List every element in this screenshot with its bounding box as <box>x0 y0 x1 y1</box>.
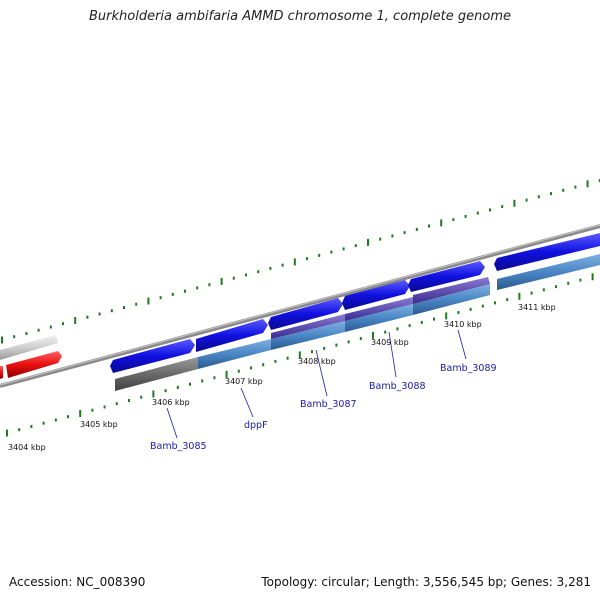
cds-gray-1 <box>115 357 198 391</box>
backbone-line-highlight <box>0 224 600 386</box>
kbp-label-3411: 3411 kbp <box>518 303 556 312</box>
kbp-label-3406: 3406 kbp <box>152 398 190 407</box>
gene-red-edge <box>0 366 3 379</box>
gene-blue-3 <box>268 298 343 330</box>
cds-light-2 <box>271 321 345 350</box>
gene-blue-4 <box>342 280 410 310</box>
kbp-label-3404: 3404 kbp <box>8 443 46 452</box>
cds-light-4 <box>413 284 490 315</box>
kbp-label-3410: 3410 kbp <box>444 320 482 329</box>
gene-label-leaders <box>166 329 467 439</box>
cds-light-3 <box>345 304 413 332</box>
gene-red-left <box>6 351 62 378</box>
cds-purple-2 <box>345 297 413 321</box>
gene-blue-6 <box>494 233 600 271</box>
map-title: Burkholderia ambifaria AMMD chromosome 1… <box>88 9 512 24</box>
cds-light-1 <box>198 339 271 369</box>
kbp-label-3408: 3408 kbp <box>298 357 336 366</box>
kbp-label-3405: 3405 kbp <box>80 420 118 429</box>
gene-label-bamb-3089[interactable]: Bamb_3089 <box>440 363 497 374</box>
gene-silver-left <box>0 335 58 360</box>
gene-label-bamb-3087[interactable]: Bamb_3087 <box>300 399 357 410</box>
gene-blue-1 <box>110 339 195 373</box>
gene-label-bamb-3088[interactable]: Bamb_3088 <box>369 381 426 392</box>
gene-blue-2 <box>196 319 268 352</box>
cds-light-5 <box>497 254 600 290</box>
outer-ruler-ticks <box>1 179 600 344</box>
cds-purple-3 <box>413 277 490 304</box>
backbone-line <box>0 224 600 388</box>
gene-label-dppf[interactable]: dppF <box>244 420 268 431</box>
gene-blue-5 <box>408 261 485 292</box>
cds-purple-1 <box>271 314 345 339</box>
kbp-label-3409: 3409 kbp <box>371 338 409 347</box>
genome-summary-text: Topology: circular; Length: 3,556,545 bp… <box>261 575 591 589</box>
kbp-label-3407: 3407 kbp <box>225 377 263 386</box>
inner-ruler-ticks <box>6 273 594 437</box>
gene-label-bamb-3085[interactable]: Bamb_3085 <box>150 441 207 452</box>
accession-text: Accession: NC_008390 <box>9 575 146 589</box>
